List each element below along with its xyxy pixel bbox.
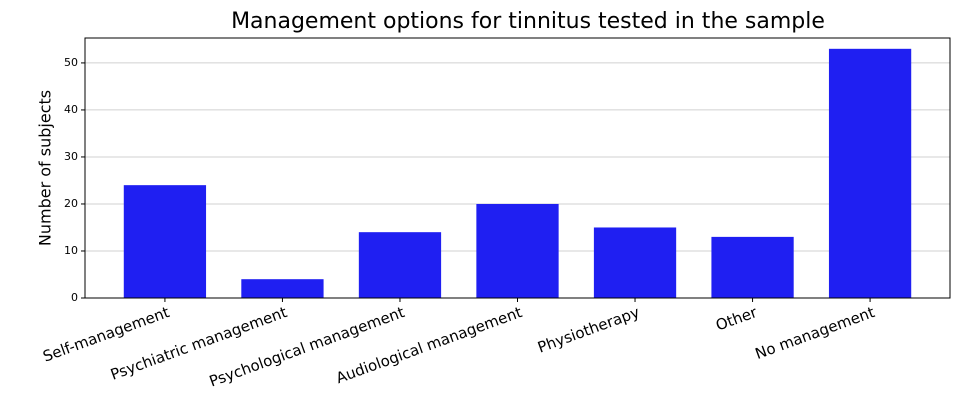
- x-tick-label: Physiotherapy: [535, 303, 642, 357]
- y-tick-label: 40: [64, 103, 78, 116]
- y-tick-label: 50: [64, 56, 78, 69]
- chart-title: Management options for tinnitus tested i…: [231, 9, 825, 34]
- bar: [241, 279, 324, 298]
- bar: [711, 236, 794, 298]
- bar: [593, 227, 677, 298]
- x-tick-label: Other: [713, 303, 760, 335]
- y-axis-label: Number of subjects: [36, 90, 55, 246]
- y-tick-label: 0: [71, 291, 78, 304]
- bar: [123, 185, 207, 298]
- y-tick-label: 10: [64, 244, 78, 257]
- y-tick-label: 20: [64, 197, 78, 210]
- y-tick-label: 30: [64, 150, 78, 163]
- plot-frame: [84, 37, 951, 299]
- bar: [358, 232, 442, 298]
- x-tick-label: No management: [753, 303, 877, 363]
- bar: [828, 48, 912, 298]
- x-tick-label: Psychological management: [207, 303, 407, 391]
- x-tick-label: Audiological management: [334, 303, 525, 387]
- bar: [476, 203, 559, 298]
